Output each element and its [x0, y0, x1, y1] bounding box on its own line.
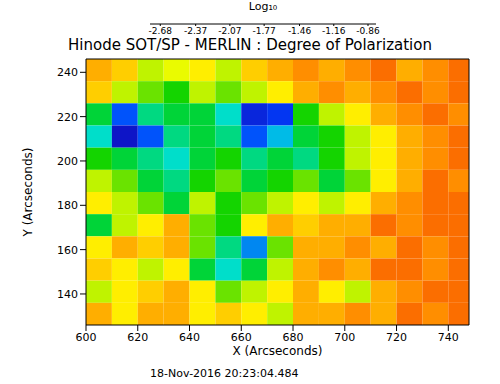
svg-text:220: 220 [57, 111, 78, 124]
svg-text:-0.86: -0.86 [356, 26, 380, 36]
html-text:18-Nov-2016 20:23:04.484: 18-Nov-2016 20:23:04.484 [150, 367, 299, 380]
svg-text:200: 200 [57, 155, 78, 168]
svg-text:620: 620 [127, 331, 148, 344]
svg-text:660: 660 [231, 331, 252, 344]
svg-text:240: 240 [57, 66, 78, 79]
svg-text:180: 180 [57, 199, 78, 212]
html-text:Hinode SOT/SP - MERLIN : Degre: Hinode SOT/SP - MERLIN : Degree of Polar… [68, 36, 432, 54]
svg-text:140: 140 [57, 288, 78, 301]
svg-text:700: 700 [334, 331, 355, 344]
svg-text:-1.46: -1.46 [288, 26, 312, 36]
svg-text:-1.16: -1.16 [322, 26, 346, 36]
svg-text:X (Arcseconds): X (Arcseconds) [233, 344, 323, 358]
svg-text:Y (Arcseconds): Y (Arcseconds) [21, 147, 35, 237]
svg-text:160: 160 [57, 244, 78, 257]
svg-text:-2.07: -2.07 [218, 26, 241, 36]
svg-text:-2.68: -2.68 [149, 26, 173, 36]
svg-text:600: 600 [76, 331, 97, 344]
svg-text:-1.77: -1.77 [252, 26, 275, 36]
svg-text:680: 680 [283, 331, 304, 344]
svg-text:740: 740 [438, 331, 459, 344]
svg-text:640: 640 [179, 331, 200, 344]
svg-text:-2.37: -2.37 [184, 26, 207, 36]
svg-text:720: 720 [386, 331, 407, 344]
html-text:Log₁₀: Log₁₀ [248, 0, 278, 13]
